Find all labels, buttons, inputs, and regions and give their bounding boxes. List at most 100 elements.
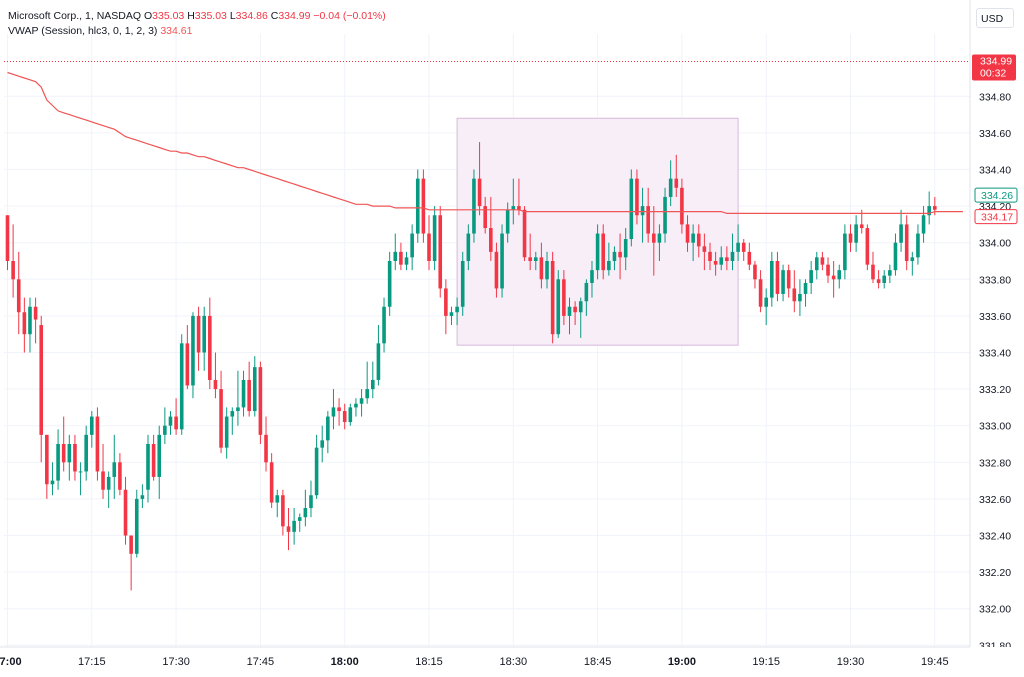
candle-body [359,398,364,404]
candle [831,261,836,298]
candle-body [904,224,909,261]
candle-body [837,270,842,280]
time-tick-label: 19:45 [921,656,949,668]
candle [303,489,308,527]
candle-body [393,251,398,261]
candle-body [337,407,341,412]
candle [118,453,122,496]
candle [415,169,420,243]
candle-body [803,282,808,294]
currency-button[interactable]: USD [976,8,1014,28]
candle-body [129,535,133,554]
candle [646,187,650,243]
candle-body [314,447,319,496]
candle-body [691,233,695,243]
candle [556,270,561,338]
candle [179,334,184,435]
candle [106,471,111,509]
candle-body [843,233,847,271]
candle-body [528,257,532,261]
candle [820,251,825,271]
candle [573,301,577,326]
candle-body [781,270,785,294]
candle-body [607,261,611,271]
candle [39,315,44,463]
price-tick-label: 334.40 [979,165,1011,177]
candle-body [286,526,291,532]
candle-body [112,462,117,477]
candle-body [612,251,617,261]
vwap-label[interactable]: VWAP (Session, hlc3, 0, 1, 2, 3) [8,25,158,37]
candle [382,297,386,353]
candle [393,233,398,271]
candle [713,251,718,276]
candle-body [933,206,937,210]
candle-body [404,257,409,265]
candle-body [11,261,15,280]
candle-body [578,301,583,313]
candle-body [646,206,650,234]
candle [174,398,178,435]
candle-body [460,261,465,307]
candle [730,233,735,271]
candle [809,261,813,294]
candle [629,169,634,247]
candle-body [871,264,875,280]
candle-body [562,279,566,316]
candle-body [663,196,667,234]
candle-body [921,215,926,234]
candle-body [168,416,173,426]
close-label: C [270,10,279,22]
candle-body [67,444,72,463]
candle-body [247,379,251,412]
low-label: L [229,10,236,22]
candle [112,434,117,499]
price-tick-label: 333.80 [979,274,1011,286]
candle [578,297,583,338]
price-tick-label: 334.60 [979,128,1011,140]
vwap-legend-row[interactable]: VWAP (Session, hlc3, 0, 1, 2, 3) 334.61 [8,24,386,39]
candle [84,425,88,481]
candle [219,370,223,454]
candle-body [747,251,752,265]
candle-body [163,425,167,435]
candle-body [798,293,802,302]
candle [213,352,218,399]
candle [685,215,690,252]
candle [331,389,336,430]
candle [533,251,538,271]
candle [50,462,55,496]
candle-body [157,434,162,477]
candle-body [685,224,690,243]
candle [466,224,471,271]
candle [33,297,38,344]
ohlc-legend-row[interactable]: Microsoft Corp., 1, NASDAQ O335.03 H335.… [8,9,386,24]
vwap-value: 334.61 [160,25,193,37]
candle-body [438,215,443,289]
time-tick-label: 19:00 [668,656,696,668]
candle [95,407,100,481]
candle [286,508,291,551]
price-tick-label: 333.20 [979,384,1011,396]
candle [5,215,10,271]
candle-body [601,233,606,271]
candle-body [623,239,628,258]
time-axis[interactable]: 17:00 17:15 17:30 17:45 18:00 18:15 18:30 18:45… [0,646,1024,677]
candle-body [33,306,38,320]
candle-body [741,242,746,252]
candle [899,209,903,252]
candle-body [179,343,184,430]
candle [101,444,105,499]
time-tick-label: 17:30 [162,656,190,668]
symbol-name[interactable]: Microsoft Corp., 1, NASDAQ [8,10,142,22]
time-tick-label: 18:45 [584,656,612,668]
close-value: 334.99 [278,10,311,22]
candle-body [489,228,493,252]
candle-body [657,233,662,243]
candle-body [449,312,454,316]
candle-body [427,233,431,261]
price-axis[interactable]: 334.80334.60334.40334.20334.00333.80333.… [969,0,1011,652]
candle [539,242,544,289]
candle [78,462,83,496]
